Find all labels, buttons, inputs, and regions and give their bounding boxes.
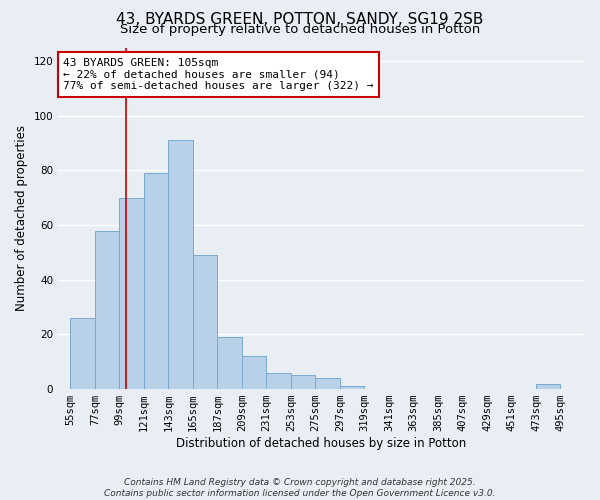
Bar (70, 318, 95, 389)
Bar (169, 140, 193, 389)
Bar (193, 255, 217, 389)
Text: 43, BYARDS GREEN, POTTON, SANDY, SG19 2SB: 43, BYARDS GREEN, POTTON, SANDY, SG19 2S… (116, 12, 484, 28)
Y-axis label: Number of detached properties: Number of detached properties (15, 126, 28, 312)
Bar (340, 386, 364, 389)
Text: 43 BYARDS GREEN: 105sqm
← 22% of detached houses are smaller (94)
77% of semi-de: 43 BYARDS GREEN: 105sqm ← 22% of detache… (64, 58, 374, 91)
Bar (95, 230, 119, 389)
Bar (316, 378, 340, 389)
Text: Size of property relative to detached houses in Potton: Size of property relative to detached ho… (120, 22, 480, 36)
Text: Contains HM Land Registry data © Crown copyright and database right 2025.
Contai: Contains HM Land Registry data © Crown c… (104, 478, 496, 498)
Bar (291, 376, 316, 389)
X-axis label: Distribution of detached houses by size in Potton: Distribution of detached houses by size … (176, 437, 467, 450)
Bar (144, 173, 169, 389)
Bar (536, 384, 560, 389)
Bar (242, 356, 266, 389)
Bar (266, 372, 291, 389)
Bar (119, 198, 144, 389)
Bar (217, 337, 242, 389)
